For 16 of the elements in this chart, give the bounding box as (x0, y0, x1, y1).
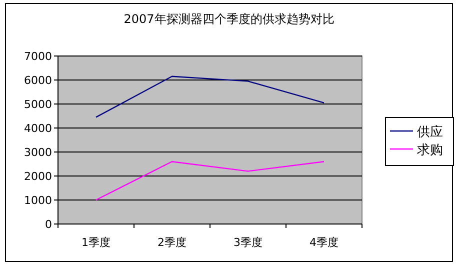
y-tick-label: 1000 (24, 194, 52, 207)
y-tick-label: 2000 (24, 170, 52, 183)
y-tick-label: 3000 (24, 146, 52, 159)
y-tick-label: 6000 (24, 74, 52, 87)
y-tick-label: 5000 (24, 98, 52, 111)
y-tick-label: 7000 (24, 50, 52, 63)
chart-title: 2007年探测器四个季度的供求趋势对比 (124, 12, 334, 26)
x-tick-label: 3季度 (234, 236, 262, 249)
legend-label: 求购 (417, 143, 443, 158)
line-series (95, 76, 325, 118)
legend-label: 供应 (417, 124, 443, 140)
y-tick-label: 4000 (24, 122, 52, 135)
x-tick-label: 4季度 (310, 236, 338, 249)
x-tick-label: 1季度 (82, 236, 110, 249)
x-tick-label: 2季度 (158, 236, 186, 249)
y-tick-label: 0 (45, 218, 52, 231)
